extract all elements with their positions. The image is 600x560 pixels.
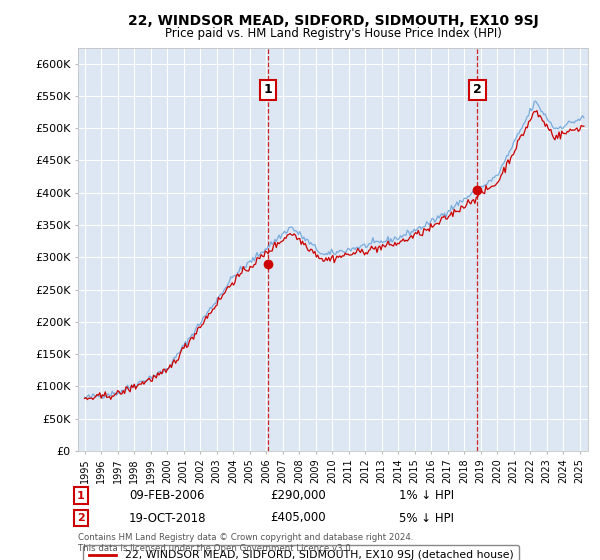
Text: 22, WINDSOR MEAD, SIDFORD, SIDMOUTH, EX10 9SJ: 22, WINDSOR MEAD, SIDFORD, SIDMOUTH, EX1… (128, 14, 538, 28)
Text: 09-FEB-2006: 09-FEB-2006 (129, 489, 205, 502)
Text: £290,000: £290,000 (270, 489, 326, 502)
Text: 1: 1 (263, 83, 272, 96)
Legend: 22, WINDSOR MEAD, SIDFORD, SIDMOUTH, EX10 9SJ (detached house), HPI: Average pri: 22, WINDSOR MEAD, SIDFORD, SIDMOUTH, EX1… (83, 545, 519, 560)
Text: Price paid vs. HM Land Registry's House Price Index (HPI): Price paid vs. HM Land Registry's House … (164, 27, 502, 40)
Text: £405,000: £405,000 (270, 511, 326, 525)
Text: 5% ↓ HPI: 5% ↓ HPI (399, 511, 454, 525)
Text: 1: 1 (77, 491, 85, 501)
Text: 19-OCT-2018: 19-OCT-2018 (129, 511, 206, 525)
Text: Contains HM Land Registry data © Crown copyright and database right 2024.
This d: Contains HM Land Registry data © Crown c… (78, 533, 413, 553)
Text: 2: 2 (77, 513, 85, 523)
Text: 2: 2 (473, 83, 482, 96)
Text: 1% ↓ HPI: 1% ↓ HPI (399, 489, 454, 502)
